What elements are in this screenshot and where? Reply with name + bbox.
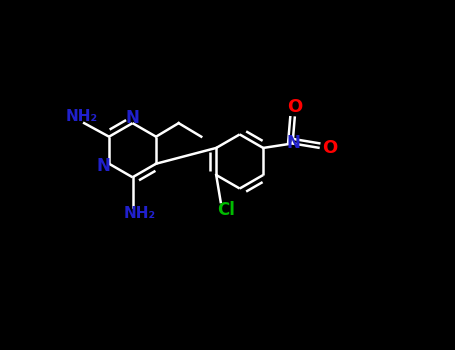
Text: N: N xyxy=(287,134,300,152)
Text: N: N xyxy=(96,157,111,175)
Text: NH₂: NH₂ xyxy=(123,206,155,221)
Text: Cl: Cl xyxy=(217,201,235,219)
Text: O: O xyxy=(322,139,337,157)
Text: NH₂: NH₂ xyxy=(66,109,98,124)
Text: O: O xyxy=(287,98,303,116)
Text: N: N xyxy=(126,109,140,127)
